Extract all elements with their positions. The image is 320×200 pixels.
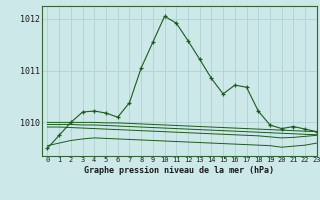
X-axis label: Graphe pression niveau de la mer (hPa): Graphe pression niveau de la mer (hPa) [84, 166, 274, 175]
